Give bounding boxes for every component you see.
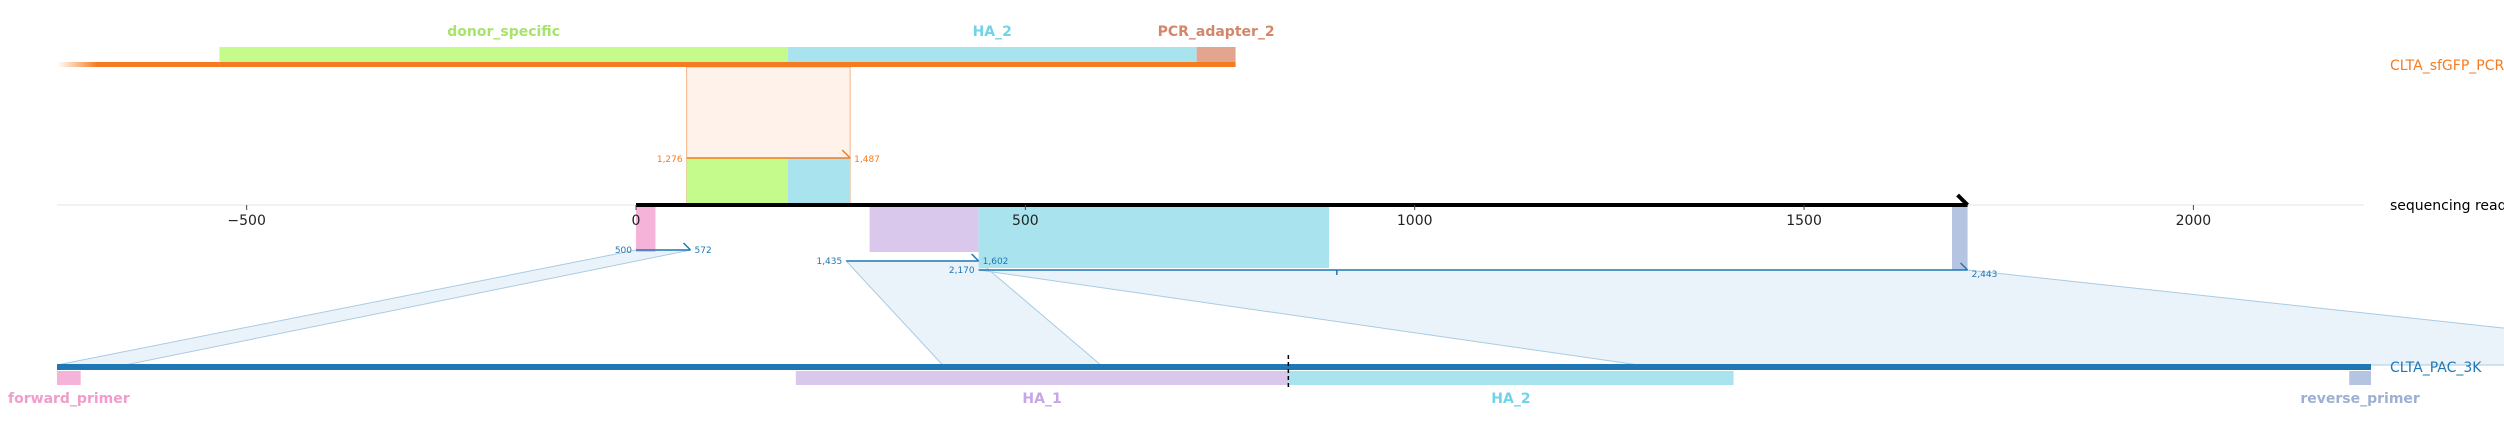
ref-feature-ha-2 <box>1288 371 1734 385</box>
reference-line <box>57 364 2371 370</box>
alignment-arrowhead-2 <box>971 253 980 262</box>
ref-feature-forward-primer <box>57 371 81 385</box>
alignment-start-label: 500 <box>615 246 632 256</box>
alignment-end-label: 572 <box>695 246 712 256</box>
pcr-line <box>219 62 1236 67</box>
axis-tick-label: −500 <box>227 213 265 229</box>
read-feature-forward-primer <box>636 206 656 252</box>
alignment-start-label: 1,435 <box>816 257 842 267</box>
top-feature-donor-specific <box>219 47 788 62</box>
alignment-arrowhead-3 <box>1960 262 1969 271</box>
ref-feature-label: HA_2 <box>1491 391 1530 407</box>
top-feature-label: HA_2 <box>973 24 1012 40</box>
sequencing-read-arrowhead <box>1956 193 1969 207</box>
alignment-end-label: 1,602 <box>983 257 1009 267</box>
pcr-ha2-block <box>787 158 851 204</box>
alignment-start-label: 2,170 <box>949 266 975 276</box>
pcr-start-label: 1,276 <box>657 155 683 165</box>
axis-tick-label: 1500 <box>1786 213 1822 229</box>
axis-tick-label: 2000 <box>2176 213 2212 229</box>
ref-feature-label: HA_1 <box>1022 391 1061 407</box>
axis-tick-label: 1000 <box>1397 213 1433 229</box>
alignment-end-label: 2,443 <box>1972 270 1998 280</box>
top-feature-ha-2 <box>787 47 1197 62</box>
pcr-line-fade <box>57 62 220 67</box>
track-label-read: sequencing read <box>2390 198 2504 214</box>
read-feature-ha-1 <box>869 206 979 252</box>
top-feature-label: donor_specific <box>447 24 560 40</box>
ref-feature-ha-1 <box>795 371 1289 385</box>
alignment-region-3 <box>978 269 2504 366</box>
alignment-arrowhead-1 <box>682 242 692 251</box>
track-label-ref: CLTA_PAC_3K <box>2390 360 2482 376</box>
pcr-donor-specific-block <box>686 158 788 204</box>
read-feature-reverse-primer <box>1952 206 1968 270</box>
axis-tick-label: 500 <box>1012 213 1039 229</box>
ref-feature-reverse-primer <box>2349 371 2371 385</box>
axis-tick-label: 0 <box>632 213 641 229</box>
ref-feature-label: forward_primer <box>8 391 130 407</box>
track-label-pcr: CLTA_sfGFP_PCR <box>2390 58 2504 74</box>
top-feature-pcr-adapter-2 <box>1196 47 1236 62</box>
pcr-alignment-arrowhead <box>841 149 851 159</box>
alignment-region-1 <box>56 249 691 366</box>
top-feature-label: PCR_adapter_2 <box>1158 24 1275 40</box>
read-feature-ha-2 <box>978 206 1330 268</box>
ref-feature-label: reverse_primer <box>2300 391 2420 407</box>
pcr-end-label: 1,487 <box>854 155 880 165</box>
